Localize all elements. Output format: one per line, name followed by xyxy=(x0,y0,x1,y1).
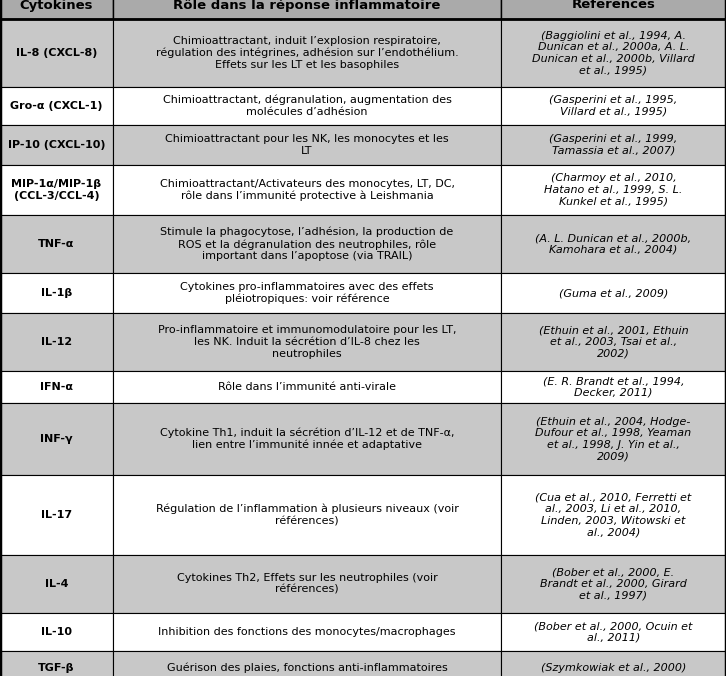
Bar xyxy=(0,613,113,651)
Text: Cytokines Th2, Effets sur les neutrophiles (voir
références): Cytokines Th2, Effets sur les neutrophil… xyxy=(176,573,437,595)
Bar xyxy=(501,403,726,475)
Bar xyxy=(501,313,726,371)
Text: Cytokine Th1, induit la sécrétion d’IL-12 et de TNF-α,
lien entre l’immunité inn: Cytokine Th1, induit la sécrétion d’IL-1… xyxy=(160,428,454,450)
Bar xyxy=(501,0,726,19)
Text: Guérison des plaies, fonctions anti-inflammatoires: Guérison des plaies, fonctions anti-infl… xyxy=(167,662,447,673)
Bar xyxy=(113,371,501,403)
Bar xyxy=(0,475,113,555)
Bar xyxy=(113,215,501,273)
Text: Cytokines: Cytokines xyxy=(20,0,93,11)
Bar xyxy=(0,87,113,125)
Text: (Ethuin et al., 2004, Hodge-
Dufour et al., 1998, Yeaman
et al., 1998, J. Yin et: (Ethuin et al., 2004, Hodge- Dufour et a… xyxy=(536,416,692,462)
Text: INF-γ: INF-γ xyxy=(40,434,73,444)
Bar xyxy=(501,555,726,613)
Text: Rôle dans la réponse inflammatoire: Rôle dans la réponse inflammatoire xyxy=(174,0,441,11)
Text: Inhibition des fonctions des monocytes/macrophages: Inhibition des fonctions des monocytes/m… xyxy=(158,627,456,637)
Text: (Gasperini et al., 1999,
Tamassia et al., 2007): (Gasperini et al., 1999, Tamassia et al.… xyxy=(550,135,677,155)
Text: Chimioattractant/Activateurs des monocytes, LT, DC,
rôle dans l’immunité protect: Chimioattractant/Activateurs des monocyt… xyxy=(160,179,454,201)
Text: Chimioattractant, dégranulation, augmentation des
molécules d’adhésion: Chimioattractant, dégranulation, augment… xyxy=(163,95,452,117)
Text: IP-10 (CXCL-10): IP-10 (CXCL-10) xyxy=(8,140,105,150)
Text: (A. L. Dunican et al., 2000b,
Kamohara et al., 2004): (A. L. Dunican et al., 2000b, Kamohara e… xyxy=(536,233,692,255)
Bar xyxy=(0,313,113,371)
Bar xyxy=(0,371,113,403)
Bar xyxy=(113,555,501,613)
Bar xyxy=(113,87,501,125)
Bar xyxy=(501,215,726,273)
Bar xyxy=(501,125,726,165)
Bar xyxy=(0,403,113,475)
Bar xyxy=(0,555,113,613)
Bar xyxy=(501,371,726,403)
Bar xyxy=(113,0,501,19)
Bar xyxy=(113,273,501,313)
Text: (Baggiolini et al., 1994, A.
Dunican et al., 2000a, A. L.
Dunican et al., 2000b,: (Baggiolini et al., 1994, A. Dunican et … xyxy=(532,30,695,76)
Bar xyxy=(501,273,726,313)
Bar xyxy=(501,475,726,555)
Text: Pro-inflammatoire et immunomodulatoire pour les LT,
les NK. Induit la sécrétion : Pro-inflammatoire et immunomodulatoire p… xyxy=(158,325,456,358)
Bar xyxy=(501,19,726,87)
Bar xyxy=(501,613,726,651)
Text: Stimule la phagocytose, l’adhésion, la production de
ROS et la dégranulation des: Stimule la phagocytose, l’adhésion, la p… xyxy=(160,227,454,261)
Text: Chimioattractant pour les NK, les monocytes et les
LT: Chimioattractant pour les NK, les monocy… xyxy=(166,135,449,155)
Text: (Charmoy et al., 2010,
Hatano et al., 1999, S. L.
Kunkel et al., 1995): (Charmoy et al., 2010, Hatano et al., 19… xyxy=(544,174,682,207)
Text: Cytokines pro-inflammatoires avec des effets
pléiotropiques: voir référence: Cytokines pro-inflammatoires avec des ef… xyxy=(180,282,433,304)
Text: IL-4: IL-4 xyxy=(45,579,68,589)
Text: (Ethuin et al., 2001, Ethuin
et al., 2003, Tsai et al.,
2002): (Ethuin et al., 2001, Ethuin et al., 200… xyxy=(539,325,688,358)
Text: IL-8 (CXCL-8): IL-8 (CXCL-8) xyxy=(16,48,97,58)
Bar xyxy=(0,165,113,215)
Text: IL-1β: IL-1β xyxy=(41,288,72,298)
Bar xyxy=(113,125,501,165)
Text: Gro-α (CXCL-1): Gro-α (CXCL-1) xyxy=(10,101,103,111)
Bar xyxy=(113,19,501,87)
Bar xyxy=(113,651,501,676)
Text: IFN-α: IFN-α xyxy=(40,382,73,392)
Text: (Bober et al., 2000, E.
Brandt et al., 2000, Girard
et al., 1997): (Bober et al., 2000, E. Brandt et al., 2… xyxy=(540,567,687,600)
Bar xyxy=(0,0,113,19)
Bar xyxy=(0,215,113,273)
Text: Rôle dans l’immunité anti-virale: Rôle dans l’immunité anti-virale xyxy=(218,382,396,392)
Bar xyxy=(113,165,501,215)
Text: TGF-β: TGF-β xyxy=(38,663,75,673)
Text: MIP-1α/MIP-1β
(CCL-3/CCL-4): MIP-1α/MIP-1β (CCL-3/CCL-4) xyxy=(12,179,102,201)
Bar xyxy=(501,87,726,125)
Bar xyxy=(0,19,113,87)
Bar xyxy=(0,273,113,313)
Bar xyxy=(113,403,501,475)
Bar xyxy=(501,165,726,215)
Text: (Bober et al., 2000, Ocuin et
al., 2011): (Bober et al., 2000, Ocuin et al., 2011) xyxy=(534,621,693,643)
Text: TNF-α: TNF-α xyxy=(38,239,75,249)
Bar xyxy=(501,651,726,676)
Text: (Gasperini et al., 1995,
Villard et al., 1995): (Gasperini et al., 1995, Villard et al.,… xyxy=(550,95,677,117)
Text: (E. R. Brandt et al., 1994,
Decker, 2011): (E. R. Brandt et al., 1994, Decker, 2011… xyxy=(543,377,684,397)
Bar xyxy=(113,475,501,555)
Bar xyxy=(113,313,501,371)
Text: (Cua et al., 2010, Ferretti et
al., 2003, Li et al., 2010,
Linden, 2003, Witowsk: (Cua et al., 2010, Ferretti et al., 2003… xyxy=(535,493,692,537)
Text: Références: Références xyxy=(571,0,656,11)
Text: (Guma et al., 2009): (Guma et al., 2009) xyxy=(559,288,668,298)
Text: (Szymkowiak et al., 2000): (Szymkowiak et al., 2000) xyxy=(541,663,686,673)
Text: Régulation de l’inflammation à plusieurs niveaux (voir
références): Régulation de l’inflammation à plusieurs… xyxy=(155,504,458,526)
Text: IL-10: IL-10 xyxy=(41,627,72,637)
Bar xyxy=(0,651,113,676)
Text: IL-17: IL-17 xyxy=(41,510,72,520)
Text: Chimioattractant, induit l’explosion respiratoire,
régulation des intégrines, ad: Chimioattractant, induit l’explosion res… xyxy=(155,36,458,70)
Text: IL-12: IL-12 xyxy=(41,337,72,347)
Bar xyxy=(113,613,501,651)
Bar xyxy=(0,125,113,165)
